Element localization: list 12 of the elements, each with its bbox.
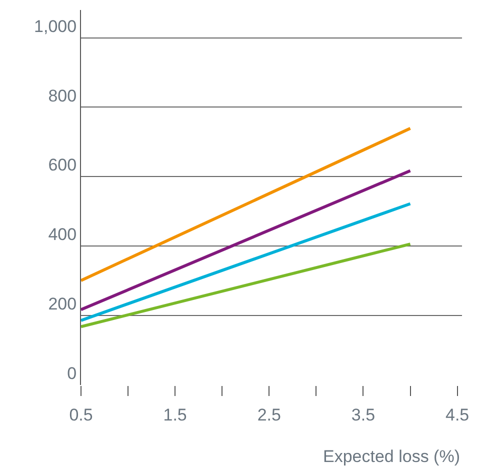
x-tick-label: 2.5 (257, 405, 281, 424)
x-tick-label: 1.5 (163, 405, 187, 424)
x-axis-title: Expected loss (%) (323, 447, 460, 466)
y-tick-label: 0 (67, 364, 77, 384)
x-tick-label: 3.5 (351, 405, 376, 424)
y-tick-label: 600 (48, 156, 77, 175)
y-tick-label: 1,000 (34, 16, 77, 36)
x-tick-label: 0.5 (69, 405, 93, 424)
y-tick-label: 200 (48, 294, 77, 314)
y-tick-label: 800 (48, 86, 77, 106)
x-tick-label: 4.5 (445, 405, 470, 424)
y-tick-label: 400 (48, 225, 77, 244)
